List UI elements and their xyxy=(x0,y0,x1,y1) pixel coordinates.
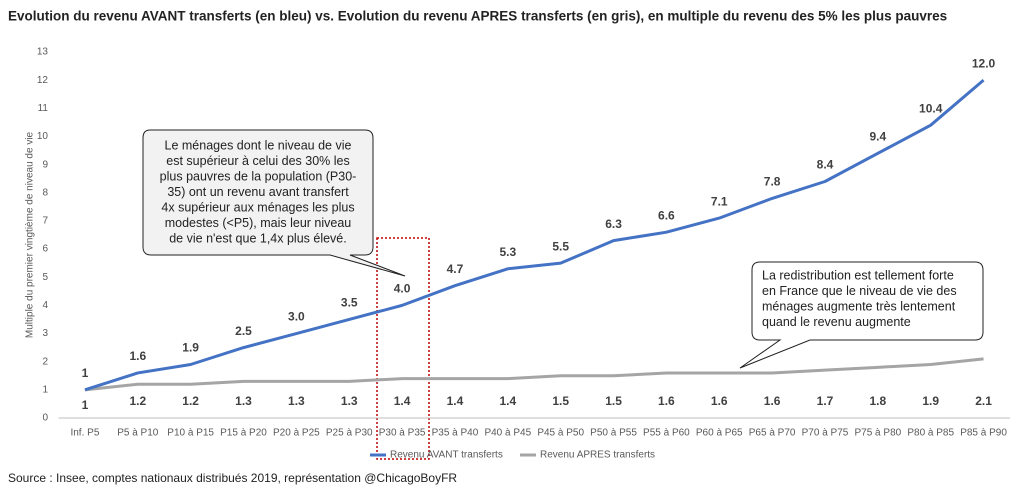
data-label: 9.4 xyxy=(870,130,887,144)
data-label: 1.6 xyxy=(764,394,781,408)
x-tick-label: P20 à P25 xyxy=(273,428,320,439)
data-label: 4.7 xyxy=(447,262,464,276)
y-tick-label: 5 xyxy=(42,272,48,283)
data-label: 7.1 xyxy=(711,194,728,208)
x-tick-label: P55 à P60 xyxy=(643,428,690,439)
data-label: 1.6 xyxy=(711,394,728,408)
annotation-text: de vie n'est que 1,4x plus élevé. xyxy=(169,231,347,245)
data-label: 1.5 xyxy=(605,394,622,408)
x-tick-label: P5 à P10 xyxy=(117,428,159,439)
data-label: 2.1 xyxy=(975,394,992,408)
annotation-text: 35) ont un revenu avant transfert xyxy=(167,185,349,199)
y-tick-label: 4 xyxy=(42,300,48,311)
x-tick-label: P70 à P75 xyxy=(802,428,849,439)
y-tick-label: 2 xyxy=(42,356,48,367)
y-tick-label: 6 xyxy=(42,244,48,255)
callout xyxy=(739,261,984,369)
highlight-box xyxy=(376,237,430,460)
y-tick-label: 9 xyxy=(42,159,48,170)
chart-title: Evolution du revenu AVANT transferts (en… xyxy=(8,9,947,24)
data-label: 3.0 xyxy=(288,310,305,324)
x-tick-label: P30 à P35 xyxy=(379,428,426,439)
series-line xyxy=(84,79,985,392)
x-tick-label: P35 à P40 xyxy=(432,428,479,439)
x-tick-label: P75 à P80 xyxy=(854,428,901,439)
data-label: 8.4 xyxy=(817,158,834,172)
callout xyxy=(142,129,406,277)
x-tick-label: P15 à P20 xyxy=(220,428,267,439)
data-label: 1 xyxy=(82,398,89,412)
x-tick-label: P85 à P90 xyxy=(960,428,1007,439)
annotation-text: en France que le niveau de vie des xyxy=(762,284,957,298)
data-label: 1.9 xyxy=(182,341,199,355)
data-label: 1.2 xyxy=(182,394,199,408)
data-label: 1.4 xyxy=(447,394,464,408)
y-tick-label: 7 xyxy=(42,216,48,227)
x-tick-label: P80 à P85 xyxy=(907,428,954,439)
x-tick-label: P10 à P15 xyxy=(167,428,214,439)
data-label: 6.3 xyxy=(605,217,622,231)
annotation-text: quand le revenu augmente xyxy=(762,315,911,329)
annotation-text: ménages augmente très lentement xyxy=(762,299,956,313)
x-tick-label: P25 à P30 xyxy=(326,428,373,439)
y-tick-label: 3 xyxy=(42,328,48,339)
annotation-text: 4x supérieur aux ménages les plus xyxy=(161,200,354,214)
y-axis-title: Multiple du premier vingtième de niveau … xyxy=(25,131,36,338)
series-line xyxy=(84,357,984,392)
data-label: 7.8 xyxy=(764,175,781,189)
annotation-text: modestes (<P5), mais leur niveau xyxy=(165,216,352,230)
annotation-text: Le ménages dont le niveau de vie xyxy=(165,138,352,152)
data-label: 3.5 xyxy=(341,296,358,310)
data-label: 4.0 xyxy=(394,282,411,296)
y-tick-label: 1 xyxy=(42,384,48,395)
data-label: 5.3 xyxy=(499,245,516,259)
data-label: 1.8 xyxy=(870,394,887,408)
annotation-text: La redistribution est tellement forte xyxy=(762,268,954,282)
data-label: 1.4 xyxy=(499,394,516,408)
y-tick-label: 13 xyxy=(37,47,49,58)
data-label: 1.9 xyxy=(922,394,939,408)
data-label: 1.3 xyxy=(288,394,305,408)
y-tick-label: 11 xyxy=(38,103,49,114)
data-label: 1.3 xyxy=(235,394,252,408)
data-label: 2.5 xyxy=(235,324,252,338)
legend-label: Revenu APRES transferts xyxy=(540,450,655,461)
data-label: 1.3 xyxy=(341,394,358,408)
legend-label: Revenu AVANT transferts xyxy=(390,450,503,461)
data-label: 1.7 xyxy=(817,394,834,408)
data-label: 1.6 xyxy=(129,349,146,363)
source: Source : Insee, comptes nationaux distri… xyxy=(8,471,457,485)
data-label: 10.4 xyxy=(919,101,943,115)
x-tick-label: Inf. P5 xyxy=(70,428,99,439)
data-label: 1.2 xyxy=(129,394,146,408)
data-label: 6.6 xyxy=(658,208,675,222)
data-label: 12.0 xyxy=(972,56,996,70)
data-label: 5.5 xyxy=(552,239,569,253)
annotation-text: plus pauvres de la population (P30- xyxy=(160,169,357,183)
x-tick-label: P45 à P50 xyxy=(537,428,584,439)
y-tick-label: 10 xyxy=(37,131,49,142)
data-label: 1.5 xyxy=(552,394,569,408)
data-label: 1.6 xyxy=(658,394,675,408)
y-tick-label: 12 xyxy=(37,75,49,86)
annotation-text: est supérieur à celui des 30% les xyxy=(166,154,349,168)
x-tick-label: P50 à P55 xyxy=(590,428,637,439)
y-tick-label: 0 xyxy=(42,413,48,424)
data-label: 1.4 xyxy=(394,394,411,408)
x-tick-label: P60 à P65 xyxy=(696,428,743,439)
x-tick-label: P65 à P70 xyxy=(749,428,796,439)
x-tick-label: P40 à P45 xyxy=(484,428,531,439)
data-label: 1 xyxy=(82,366,89,380)
y-tick-label: 8 xyxy=(42,187,48,198)
